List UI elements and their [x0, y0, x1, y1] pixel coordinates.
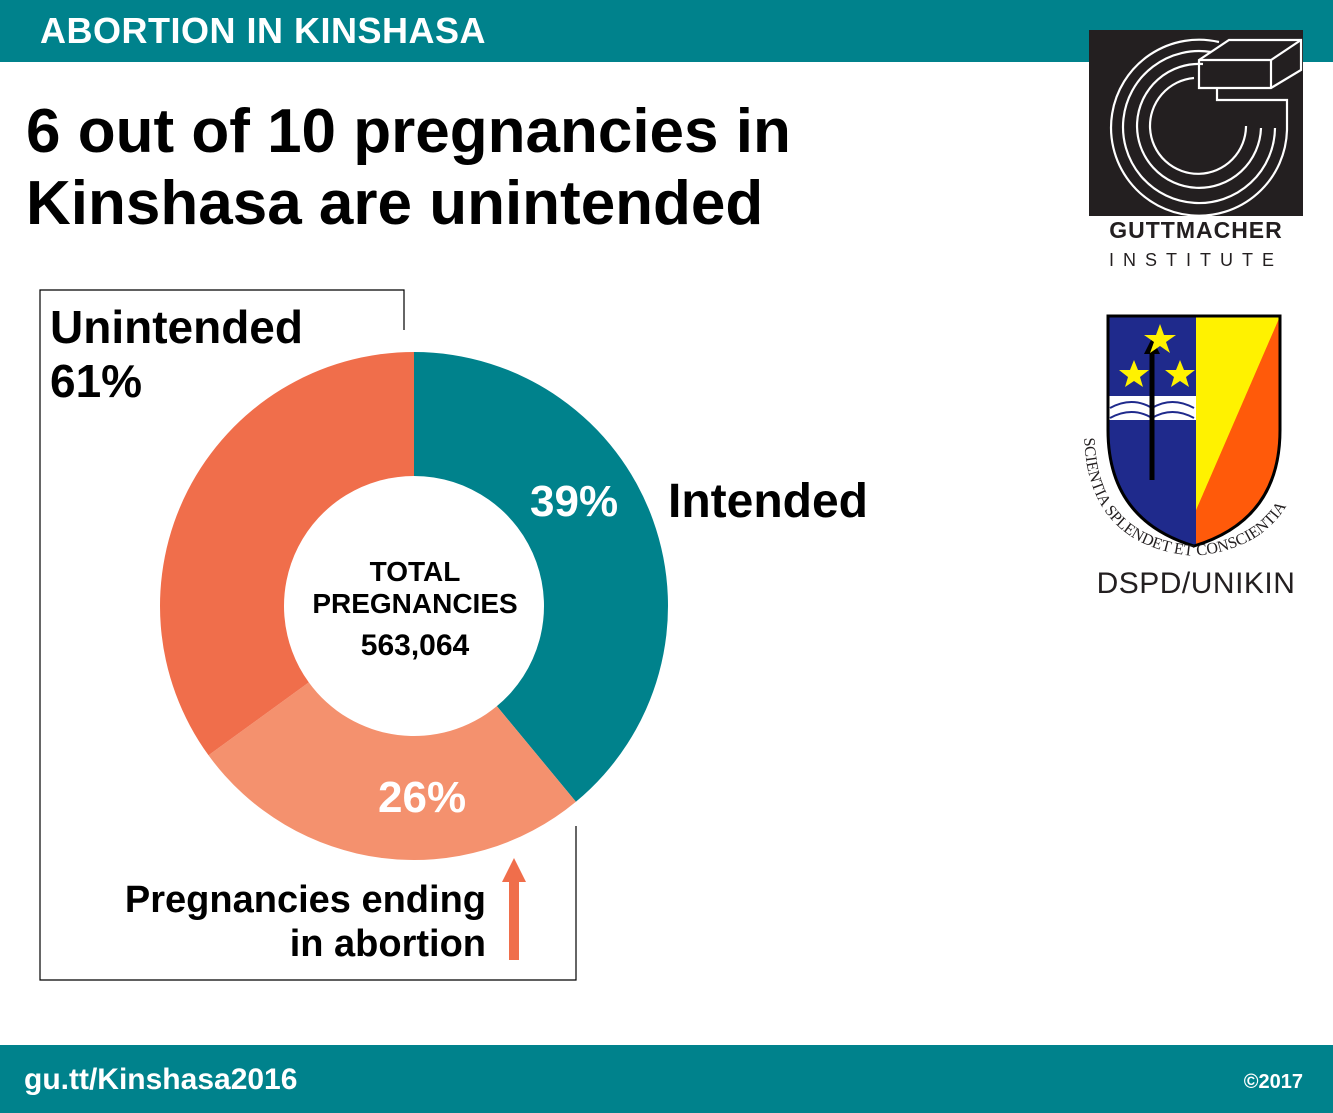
- guttmacher-wordmark: GUTTMACHER: [1089, 216, 1303, 244]
- intended-value-label: 39%: [530, 477, 619, 526]
- slice-abortion: [208, 682, 576, 860]
- guttmacher-name: GUTTMACHER: [1109, 217, 1283, 243]
- crest-stars: [1119, 324, 1195, 387]
- guttmacher-logo: GUTTMACHER: [1089, 30, 1303, 244]
- center-total: 563,064: [360, 629, 470, 662]
- guttmacher-subtitle: INSTITUTE: [1109, 250, 1283, 270]
- footer-band: gu.tt/Kinshasa2016 ©2017: [0, 1045, 1333, 1113]
- crest-label: DSPD/UNIKIN: [1096, 567, 1296, 600]
- footer-copyright: ©2017: [1243, 1071, 1303, 1093]
- headline-line-1: 6 out of 10 pregnancies in: [26, 97, 791, 166]
- headline-line-2: Kinshasa are unintended: [26, 169, 764, 238]
- kicker-title: ABORTION IN KINSHASA: [40, 10, 487, 51]
- headline: 6 out of 10 pregnancies in Kinshasa are …: [26, 96, 1066, 240]
- unintended-label-text: Unintended: [50, 301, 303, 353]
- donut-center-label: TOTAL PREGNANCIES 563,064: [280, 556, 550, 664]
- abortion-label-line-1: Pregnancies ending: [124, 879, 486, 921]
- slice-unintended-other: [160, 352, 414, 756]
- center-label-line-1: TOTAL: [369, 556, 461, 587]
- footer-url[interactable]: gu.tt/Kinshasa2016: [24, 1063, 298, 1096]
- abortion-value-label: 26%: [378, 773, 467, 822]
- abortion-label-line-2: in abortion: [289, 923, 486, 965]
- abortion-label: Pregnancies ending in abortion: [125, 878, 486, 966]
- unintended-label: Unintended 61%: [50, 300, 303, 408]
- unintended-label-value: 61%: [50, 355, 143, 407]
- unintended-bracket: [39, 289, 577, 981]
- intended-label: Intended: [668, 475, 868, 528]
- center-label-line-2: PREGNANCIES: [312, 588, 518, 619]
- abortion-arrow: [502, 858, 526, 960]
- unikin-crest: SCIENTIA SPLENDET ET CONSCIENTIA: [1070, 310, 1322, 565]
- slice-intended: [414, 352, 669, 802]
